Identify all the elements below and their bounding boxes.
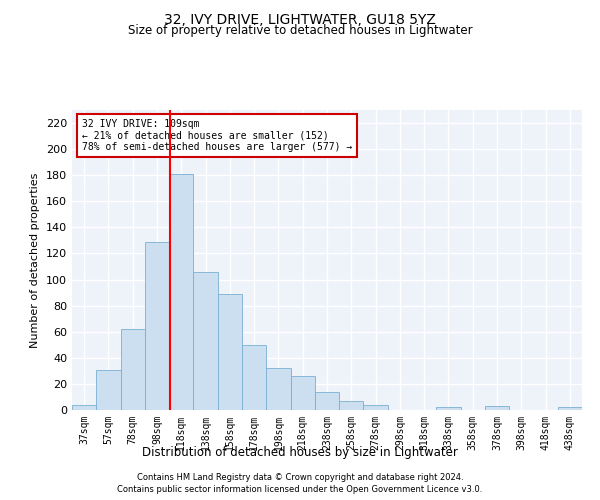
- Bar: [72, 405, 96, 410]
- Bar: [145, 242, 169, 410]
- Bar: [218, 294, 242, 410]
- Bar: [436, 408, 461, 410]
- Text: 32 IVY DRIVE: 109sqm
← 21% of detached houses are smaller (152)
78% of semi-deta: 32 IVY DRIVE: 109sqm ← 21% of detached h…: [82, 119, 352, 152]
- Text: Distribution of detached houses by size in Lightwater: Distribution of detached houses by size …: [142, 446, 458, 459]
- Bar: [315, 392, 339, 410]
- Text: Contains HM Land Registry data © Crown copyright and database right 2024.: Contains HM Land Registry data © Crown c…: [137, 473, 463, 482]
- Bar: [193, 272, 218, 410]
- Bar: [558, 408, 582, 410]
- Bar: [290, 376, 315, 410]
- Y-axis label: Number of detached properties: Number of detached properties: [31, 172, 40, 348]
- Bar: [169, 174, 193, 410]
- Bar: [266, 368, 290, 410]
- Bar: [364, 405, 388, 410]
- Text: Contains public sector information licensed under the Open Government Licence v3: Contains public sector information licen…: [118, 484, 482, 494]
- Bar: [96, 370, 121, 410]
- Bar: [242, 345, 266, 410]
- Bar: [121, 329, 145, 410]
- Bar: [485, 406, 509, 410]
- Bar: [339, 401, 364, 410]
- Text: Size of property relative to detached houses in Lightwater: Size of property relative to detached ho…: [128, 24, 472, 37]
- Text: 32, IVY DRIVE, LIGHTWATER, GU18 5YZ: 32, IVY DRIVE, LIGHTWATER, GU18 5YZ: [164, 12, 436, 26]
